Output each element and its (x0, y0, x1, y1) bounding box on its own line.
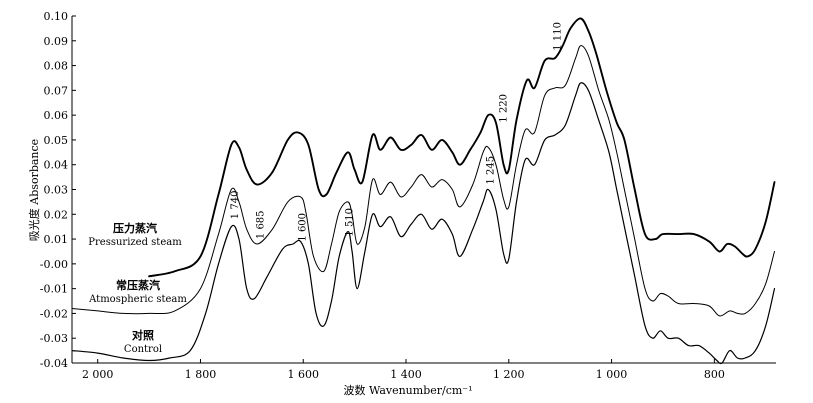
y-tick-label: 0.07 (44, 84, 69, 97)
series-layer (71, 17, 776, 365)
peak-label: 1 685 (256, 210, 267, 239)
peak-label: 1 110 (553, 22, 564, 51)
series-line-0 (148, 17, 776, 278)
x-axis-ticks: 2 000 1 800 1 600 1 400 1 200 1 000 800 (82, 359, 725, 381)
x-tick-label: 1 200 (493, 368, 525, 381)
y-tick-label: 0.03 (44, 184, 69, 197)
y-tick-label: 0.02 (44, 208, 69, 221)
series-label-atmospheric: 常压蒸汽 Atmospheric steam (88, 278, 187, 305)
peak-annotations: 1 740 1 685 1 600 1 510 1 245 1 220 1 110 (230, 22, 564, 242)
series-line-2 (71, 82, 776, 365)
series-label-pressurized-cn: 压力蒸汽 (113, 221, 157, 235)
series-line-1 (71, 45, 775, 317)
y-tick-label: -0.02 (40, 307, 68, 320)
series-label-pressurized-en: Pressurized steam (88, 237, 182, 248)
y-tick-label: 0.01 (44, 233, 69, 246)
x-tick-label: 1 400 (390, 368, 422, 381)
peak-label: 1 740 (230, 191, 241, 220)
x-tick-label: 1 600 (287, 368, 319, 381)
peak-label: 1 600 (298, 213, 309, 242)
peak-label: 1 245 (485, 156, 496, 185)
peak-label: 1 510 (345, 208, 356, 237)
series-label-control-en: Control (124, 344, 162, 355)
series-label-atmospheric-cn: 常压蒸汽 (116, 278, 160, 292)
x-axis-title: 波数 Wavenumber/cm⁻¹ (343, 384, 472, 397)
y-tick-label: -0.00 (40, 258, 68, 271)
y-tick-label: 0.10 (44, 10, 69, 23)
x-tick-label: 1 000 (596, 368, 628, 381)
y-axis-title: 吸光度 Absorbance (27, 139, 41, 241)
y-tick-label: -0.03 (40, 332, 68, 345)
series-label-atmospheric-en: Atmospheric steam (88, 294, 187, 305)
y-tick-label: 0.08 (44, 60, 69, 73)
y-tick-label: 0.09 (44, 35, 69, 48)
peak-label: 1 220 (499, 94, 510, 123)
x-tick-label: 1 800 (185, 368, 217, 381)
y-tick-label: 0.05 (44, 134, 69, 147)
y-tick-label: 0.04 (44, 159, 69, 172)
series-label-control: 对照 Control (124, 328, 162, 355)
x-tick-label: 800 (704, 368, 725, 381)
plot-axes (71, 16, 776, 364)
y-tick-label: -0.01 (40, 283, 68, 296)
series-label-control-cn: 对照 (132, 328, 154, 342)
y-axis-ticks: 0.10 0.09 0.08 0.07 0.06 0.05 0.04 0.03 0.02 0.01… (40, 10, 76, 370)
x-tick-label: 2 000 (82, 368, 114, 381)
series-label-pressurized: 压力蒸汽 Pressurized steam (88, 221, 182, 248)
y-tick-label: 0.06 (44, 109, 69, 122)
y-tick-label: -0.04 (40, 357, 68, 370)
